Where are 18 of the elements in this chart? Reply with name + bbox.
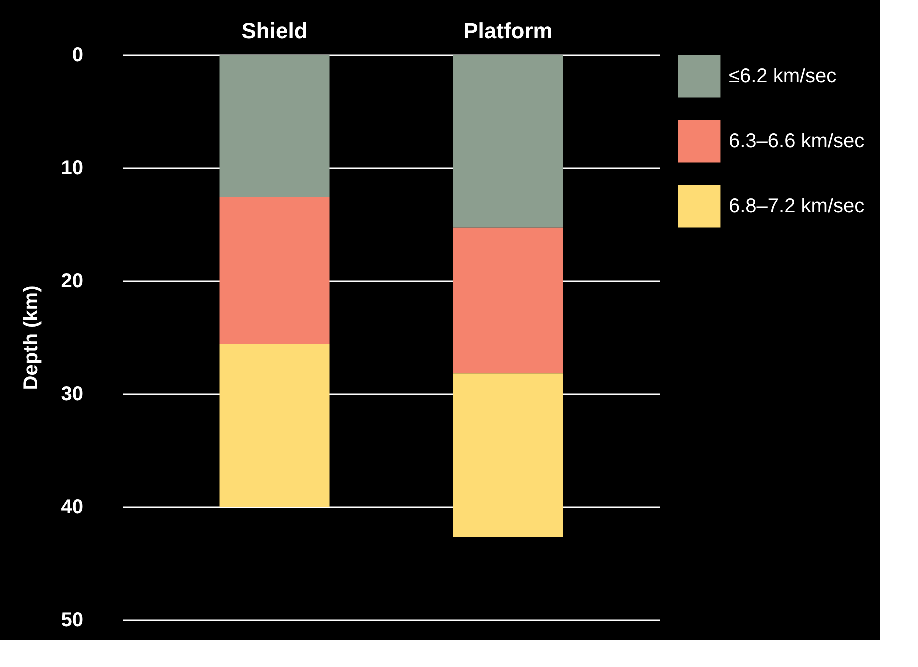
y-tick-label: 20 bbox=[61, 270, 84, 292]
bar bbox=[220, 55, 330, 198]
bar bbox=[453, 228, 564, 374]
bar bbox=[220, 344, 330, 507]
bar bbox=[453, 55, 564, 228]
legend-label: 6.8–7.2 km/sec bbox=[729, 196, 865, 218]
x-tick-label: Platform bbox=[464, 18, 553, 44]
bar bbox=[453, 374, 564, 538]
y-tick-label: 50 bbox=[61, 610, 84, 632]
legend-label: ≤6.2 km/sec bbox=[729, 66, 837, 88]
x-tick-label: Shield bbox=[242, 18, 308, 44]
y-tick-label: 0 bbox=[72, 44, 84, 66]
y-tick-label: 30 bbox=[61, 384, 84, 406]
legend-label: 6.3–6.6 km/sec bbox=[729, 130, 865, 152]
y-axis-title: Depth (km) bbox=[20, 286, 42, 390]
bar bbox=[220, 197, 330, 344]
y-tick-label: 10 bbox=[61, 158, 84, 180]
y-tick-label: 40 bbox=[61, 496, 84, 518]
